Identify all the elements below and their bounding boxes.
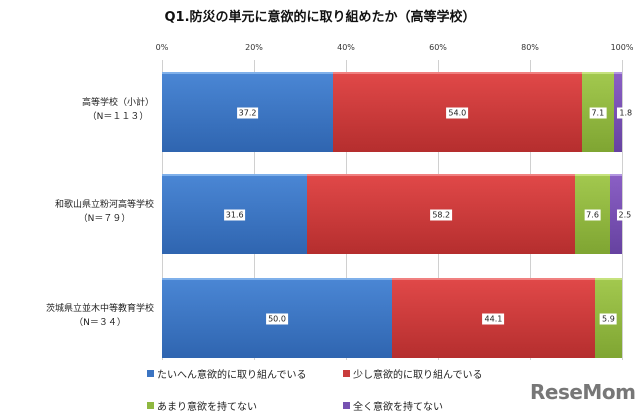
x-tick-label: 0% bbox=[155, 43, 169, 52]
category-label: 和歌山県立粉河高等学校 （N＝７９） bbox=[54, 200, 154, 224]
data-label: 2.5 bbox=[616, 209, 634, 221]
data-label: 7.1 bbox=[589, 107, 607, 119]
category-label: 高等学校（小計） （N＝１１３） bbox=[81, 98, 154, 122]
stacked-bar: 37.2 54.0 7.1 1.8 bbox=[162, 72, 635, 152]
data-label: 5.9 bbox=[600, 313, 617, 325]
data-label: 37.2 bbox=[236, 107, 259, 119]
plot-area: 37.2 54.0 7.1 1.8 31.6 58.2 7.6 2.5 50.0 44.1 5.9 bbox=[162, 60, 635, 360]
category-label: 茨城県立並木中等教育学校 （N＝３４） bbox=[45, 304, 154, 328]
data-label: 58.2 bbox=[430, 209, 453, 221]
x-tick-label: 40% bbox=[337, 43, 355, 52]
resemom-logo: ReseMom bbox=[530, 380, 636, 404]
legend-item: あまり意欲を持てない bbox=[147, 398, 257, 413]
data-label: 50.0 bbox=[266, 313, 288, 325]
bar-segment: 7.1 bbox=[581, 72, 615, 152]
legend-label: 全く意欲を持てない bbox=[353, 402, 443, 413]
bar-segment: 5.9 bbox=[594, 278, 622, 358]
legend-label: あまり意欲を持てない bbox=[157, 402, 257, 413]
legend-item: たいへん意欲的に取り組んでいる bbox=[147, 366, 307, 381]
data-label: 31.6 bbox=[223, 209, 246, 221]
legend-swatch bbox=[147, 370, 154, 377]
chart-title: Q1.防災の単元に意欲的に取り組めたか（高等学校） bbox=[164, 10, 476, 25]
bar-segment: 44.1 bbox=[392, 278, 595, 358]
bar-segment: 37.2 bbox=[162, 72, 334, 152]
bar-segment: 54.0 bbox=[333, 72, 582, 152]
data-label: 54.0 bbox=[446, 107, 469, 119]
x-tick-label: 100% bbox=[610, 43, 634, 52]
data-label: 44.1 bbox=[482, 313, 505, 325]
legend-item: 全く意欲を持てない bbox=[343, 398, 443, 413]
bar-segment: 58.2 bbox=[307, 174, 576, 254]
stacked-bar: 31.6 58.2 7.6 2.5 bbox=[162, 174, 634, 254]
legend-swatch bbox=[147, 402, 154, 409]
bar-segment: 1.8 bbox=[614, 72, 635, 152]
bar-segment: 31.6 bbox=[162, 174, 308, 254]
legend-label: 少し意欲的に取り組んでいる bbox=[353, 370, 483, 381]
data-label: 1.8 bbox=[617, 107, 635, 119]
legend-label: たいへん意欲的に取り組んでいる bbox=[157, 370, 307, 381]
legend-item: 少し意欲的に取り組んでいる bbox=[343, 366, 483, 381]
legend-swatch bbox=[343, 370, 350, 377]
bar-segment: 50.0 bbox=[162, 278, 392, 358]
x-tick-label: 60% bbox=[429, 43, 447, 52]
x-tick-label: 20% bbox=[245, 43, 263, 52]
bar-segment: 2.5 bbox=[610, 174, 634, 254]
x-tick-label: 80% bbox=[521, 43, 539, 52]
legend-swatch bbox=[343, 402, 350, 409]
stacked-bar: 50.0 44.1 5.9 bbox=[162, 278, 622, 358]
data-label: 7.6 bbox=[584, 209, 601, 221]
bar-segment: 7.6 bbox=[575, 174, 611, 254]
